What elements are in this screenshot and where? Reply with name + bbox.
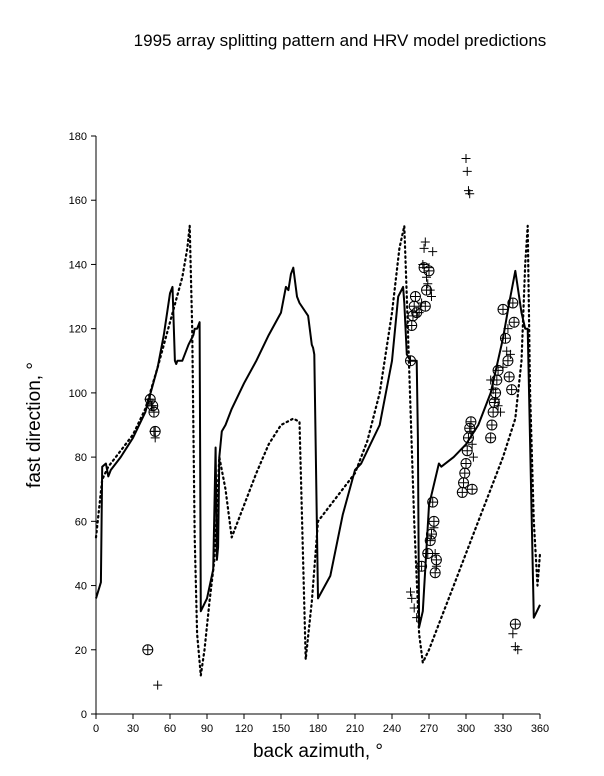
circle-plus-point <box>497 303 509 315</box>
y-tick-label: 20 <box>75 645 87 657</box>
circle-plus-point <box>424 535 436 547</box>
circle-plus-point <box>423 265 435 277</box>
circle-plus-point <box>408 300 420 312</box>
circle-plus-point <box>144 393 156 405</box>
y-tick-label: 60 <box>75 516 87 528</box>
plus-point <box>153 680 163 690</box>
circle-plus-point <box>462 432 474 444</box>
x-tick-label: 150 <box>272 723 290 735</box>
x-tick-label: 270 <box>420 723 438 735</box>
circle-plus-point <box>142 644 154 656</box>
circle-plus-point <box>411 307 423 319</box>
plus-point <box>412 613 422 623</box>
circle-plus-point <box>506 384 518 396</box>
y-tick-label: 140 <box>69 259 87 271</box>
circle-plus-point <box>507 297 519 309</box>
circle-plus-point <box>430 554 442 566</box>
plus-point <box>422 272 432 282</box>
circle-plus-point <box>416 560 428 572</box>
y-axis-title: fast direction, ° <box>24 362 45 488</box>
x-tick-label: 90 <box>201 723 213 735</box>
circle-plus-point <box>503 371 515 383</box>
y-tick-label: 120 <box>69 324 87 336</box>
y-tick-label: 0 <box>81 709 87 721</box>
circle-plus-point <box>488 397 500 409</box>
circle-plus-point <box>406 319 418 331</box>
circle-plus-point <box>508 316 520 328</box>
circle-plus-point <box>460 458 472 470</box>
circle-plus-point <box>465 416 477 428</box>
x-tick-label: 300 <box>457 723 475 735</box>
plus-point <box>407 593 417 603</box>
y-tick-label: 160 <box>69 195 87 207</box>
series-layer <box>94 153 542 690</box>
y-tick-label: 80 <box>75 452 87 464</box>
circle-plus-point <box>422 547 434 559</box>
plus-point <box>409 603 419 613</box>
x-tick-label: 330 <box>494 723 512 735</box>
circle-plus-point <box>499 332 511 344</box>
plus-point <box>428 247 438 257</box>
circle-plus-point <box>409 291 421 303</box>
model-dotted-line <box>94 224 542 677</box>
model-solid-line <box>95 266 541 629</box>
circle-plus-point <box>428 515 440 527</box>
circle-plus-point <box>509 618 521 630</box>
circle-plus-point <box>487 406 499 418</box>
plot-area: 0 30 60 90 120 150 180 210 240 270 300 330 360 0 20 40… <box>69 131 550 735</box>
plus-point <box>419 243 429 253</box>
circle-plus-point <box>148 406 160 418</box>
circle-plus-point <box>456 486 468 498</box>
circle-plus-point <box>461 445 473 457</box>
x-tick-label: 60 <box>164 723 176 735</box>
plus-point <box>513 645 523 655</box>
plus-point <box>462 166 472 176</box>
circle-plus-point <box>427 496 439 508</box>
circle-plus-point <box>485 432 497 444</box>
plus-point <box>406 587 415 597</box>
y-tick-label: 180 <box>69 131 87 143</box>
plus-point <box>465 189 475 199</box>
circle-plus-point <box>421 284 433 296</box>
circle-plus-point <box>486 419 498 431</box>
x-tick-label: 180 <box>309 723 327 735</box>
x-axis-title: back azimuth, ° <box>253 741 383 762</box>
circle-plus-point <box>466 483 478 495</box>
plus-point <box>508 629 518 639</box>
circle-plus-point <box>490 387 502 399</box>
circle-plus-point <box>429 567 441 579</box>
circle-plus-point <box>405 355 416 367</box>
plus-point <box>423 279 433 289</box>
y-tick-label: 40 <box>75 581 87 593</box>
plus-point <box>505 349 515 359</box>
y-tick-label: 100 <box>69 388 87 400</box>
x-tick-label: 0 <box>93 723 99 735</box>
circle-plus-point <box>502 355 514 367</box>
circle-plus-point <box>419 300 431 312</box>
plus-point <box>426 292 436 302</box>
circle-plus-point <box>492 364 504 376</box>
x-tick-label: 360 <box>531 723 549 735</box>
circle-plus-point <box>459 467 471 479</box>
x-tick-label: 120 <box>235 723 253 735</box>
x-tick-label: 30 <box>127 723 139 735</box>
circle-plus-point <box>147 400 159 412</box>
plus-point <box>420 237 430 247</box>
circle-plus-point <box>458 477 470 489</box>
x-ticks: 0 30 60 90 120 150 180 210 240 270 300 330 360 <box>93 714 549 735</box>
circle-plus-point <box>464 422 476 434</box>
circle-plus-point <box>149 425 161 437</box>
chart-title: 1995 array splitting pattern and HRV mod… <box>134 31 547 50</box>
plus-point <box>468 452 478 462</box>
plus-point <box>461 153 471 163</box>
plus-point <box>503 324 513 334</box>
circle-plus-point <box>491 374 503 386</box>
y-ticks: 0 20 40 60 80 100 120 140 160 180 <box>69 131 96 721</box>
x-tick-label: 210 <box>346 723 364 735</box>
circle-plus-point <box>425 528 437 540</box>
x-tick-label: 240 <box>383 723 401 735</box>
